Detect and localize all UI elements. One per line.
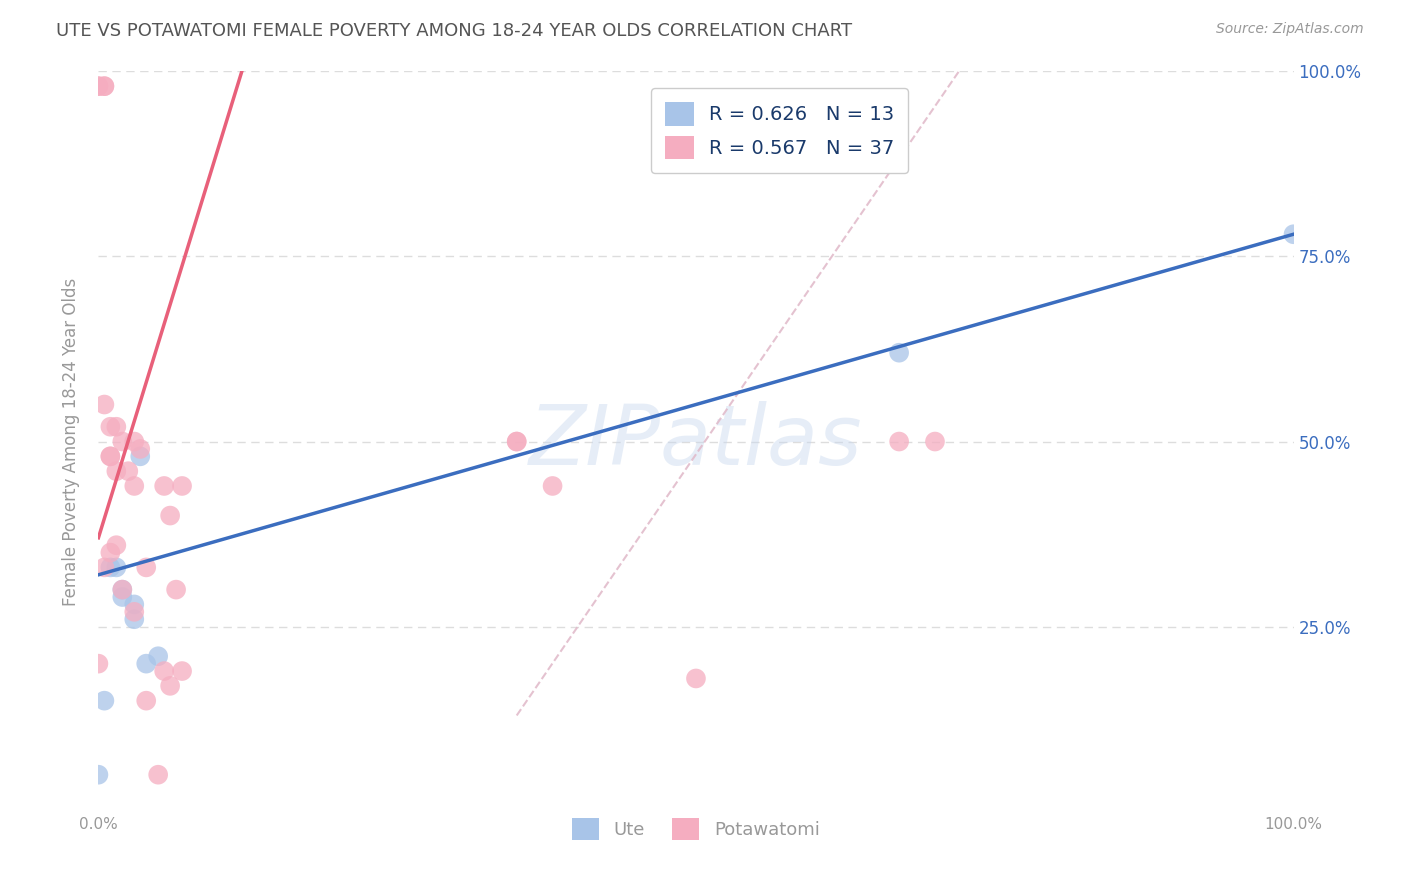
Point: [135, 657, 157, 671]
Point: [124, 479, 146, 493]
Point: [124, 605, 146, 619]
Point: [87, 657, 110, 671]
Point: [98, 450, 122, 464]
Point: [148, 767, 170, 781]
Point: [87, 767, 110, 781]
Point: [124, 598, 146, 612]
Point: [93, 79, 115, 94]
Point: [87, 79, 110, 94]
Point: [124, 434, 146, 449]
Point: [93, 560, 115, 574]
Point: [172, 664, 194, 678]
Point: [159, 508, 181, 523]
Point: [117, 464, 139, 478]
Point: [105, 538, 128, 552]
Point: [93, 79, 115, 94]
Point: [685, 672, 707, 686]
Point: [129, 450, 152, 464]
Text: ZIPatlas: ZIPatlas: [529, 401, 863, 482]
Point: [135, 560, 157, 574]
Point: [111, 582, 134, 597]
Point: [105, 560, 128, 574]
Point: [98, 546, 122, 560]
Point: [105, 464, 128, 478]
Legend: Ute, Potawatomi: Ute, Potawatomi: [565, 811, 827, 847]
Point: [111, 590, 134, 604]
Point: [159, 679, 181, 693]
Point: [98, 450, 122, 464]
Point: [135, 694, 157, 708]
Point: [153, 479, 176, 493]
Point: [98, 560, 122, 574]
Text: Source: ZipAtlas.com: Source: ZipAtlas.com: [1216, 22, 1364, 37]
Y-axis label: Female Poverty Among 18-24 Year Olds: Female Poverty Among 18-24 Year Olds: [62, 277, 80, 606]
Point: [541, 479, 564, 493]
Point: [172, 479, 194, 493]
Point: [1282, 227, 1305, 242]
Point: [506, 434, 529, 449]
Point: [889, 345, 911, 359]
Point: [165, 582, 187, 597]
Point: [129, 442, 152, 456]
Point: [153, 664, 176, 678]
Point: [124, 612, 146, 626]
Text: UTE VS POTAWATOMI FEMALE POVERTY AMONG 18-24 YEAR OLDS CORRELATION CHART: UTE VS POTAWATOMI FEMALE POVERTY AMONG 1…: [56, 22, 852, 40]
Point: [105, 419, 128, 434]
Point: [506, 434, 529, 449]
Point: [924, 434, 946, 449]
Point: [148, 649, 170, 664]
Point: [87, 79, 110, 94]
Point: [111, 582, 134, 597]
Point: [889, 434, 911, 449]
Point: [98, 419, 122, 434]
Point: [111, 434, 134, 449]
Point: [93, 694, 115, 708]
Point: [93, 398, 115, 412]
